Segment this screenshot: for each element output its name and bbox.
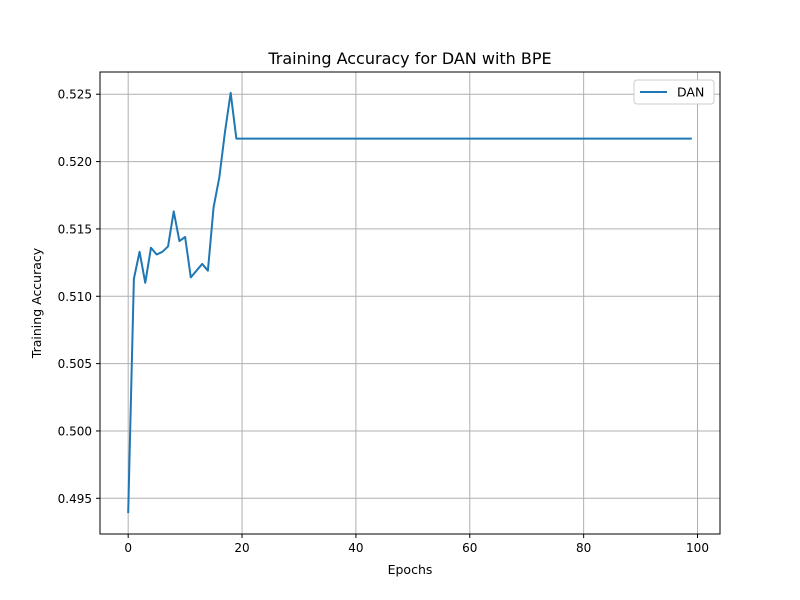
x-tick-label: 80 [576, 541, 591, 555]
legend-label-dan: DAN [677, 85, 704, 100]
x-tick-label: 20 [234, 541, 249, 555]
x-axis-ticks: 0 20 40 60 80 100 [124, 534, 709, 555]
y-tick-label: 0.495 [58, 492, 92, 506]
series-layer [127, 91, 692, 514]
x-tick-label: 100 [686, 541, 709, 555]
x-tick-label: 40 [348, 541, 363, 555]
y-tick-label: 0.500 [58, 424, 92, 438]
y-tick-label: 0.525 [58, 88, 92, 102]
y-axis-ticks: 0.495 0.500 0.505 0.510 0.515 0.520 0.525 [58, 88, 100, 506]
y-tick-label: 0.505 [58, 357, 92, 371]
grid [100, 72, 720, 534]
y-tick-label: 0.520 [58, 155, 92, 169]
chart-title: Training Accuracy for DAN with BPE [267, 49, 551, 68]
x-axis-label: Epochs [388, 562, 433, 577]
x-tick-label: 0 [124, 541, 132, 555]
y-tick-label: 0.515 [58, 222, 92, 236]
y-axis-label: Training Accuracy [29, 247, 44, 359]
legend: DAN [633, 79, 715, 105]
y-tick-label: 0.510 [58, 290, 92, 304]
plot-frame [99, 71, 721, 535]
legend-box [633, 79, 715, 105]
x-tick-label: 60 [462, 541, 477, 555]
series-line-dan [127, 91, 692, 514]
